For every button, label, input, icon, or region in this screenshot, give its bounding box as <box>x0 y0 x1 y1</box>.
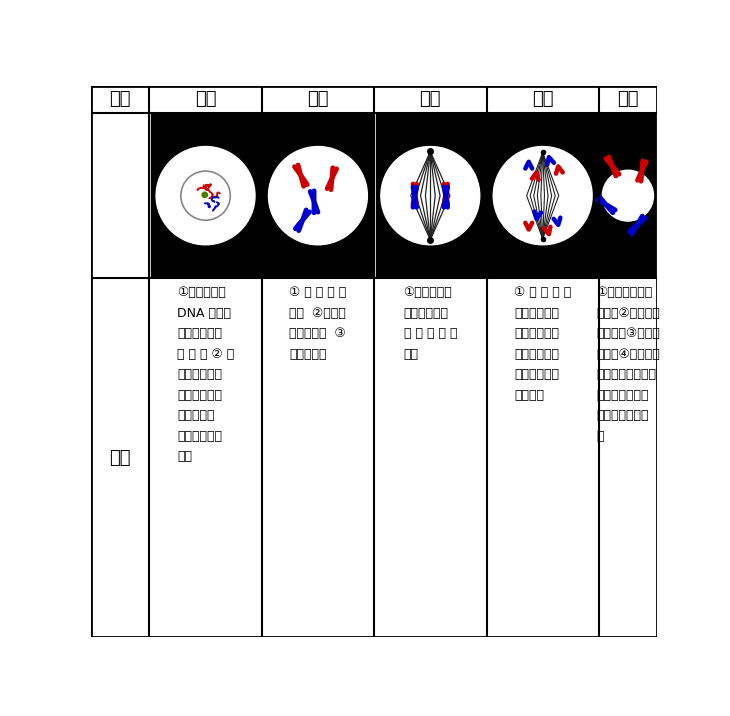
Bar <box>264 115 372 277</box>
Bar <box>151 115 260 277</box>
Circle shape <box>202 192 207 198</box>
Text: 中期: 中期 <box>420 90 441 108</box>
Text: 末期: 末期 <box>617 90 639 108</box>
Text: 前期: 前期 <box>307 90 328 108</box>
Text: ① 看 丝 点 分
裂，姐妹染色
单体分开，成
为两个子染色
体。并分别向
两极移动: ① 看 丝 点 分 裂，姐妹染色 单体分开，成 为两个子染色 体。并分别向 两极… <box>514 286 572 402</box>
Text: ① 出 现 染 色
体，  ②核膜、
核仁消失，  ③
出现纺锤体: ① 出 现 染 色 体， ②核膜、 核仁消失， ③ 出现纺锤体 <box>289 286 347 361</box>
Text: ①变化：完成
DNA 的复制
和有关蛋白质
的 合 成 ② 结
果：每个染色
体都形成两个
姐妹染色单
体，呈染色质
形态: ①变化：完成 DNA 的复制 和有关蛋白质 的 合 成 ② 结 果：每个染色 体… <box>177 286 234 463</box>
Text: ①染色体变成染
色质，②核膜、核
仁重现，③纺锤体
消失，④在赤道板
位置出现细胞板，
并扩展成分隔两
个子细胞的细胞
壁: ①染色体变成染 色质，②核膜、核 仁重现，③纺锤体 消失，④在赤道板 位置出现细… <box>596 286 660 442</box>
Circle shape <box>269 147 367 245</box>
Bar <box>488 115 597 277</box>
Text: 时期: 时期 <box>110 90 131 108</box>
Bar <box>600 115 656 277</box>
Text: 间期: 间期 <box>195 90 216 108</box>
Text: ①所有染色体
的着丝点都排
列 在 赤 道 板
上。: ①所有染色体 的着丝点都排 列 在 赤 道 板 上。 <box>404 286 457 361</box>
Circle shape <box>156 147 255 245</box>
Text: 后期: 后期 <box>532 90 553 108</box>
Text: 特点: 特点 <box>110 449 131 467</box>
Circle shape <box>602 170 653 221</box>
Bar <box>376 115 485 277</box>
Circle shape <box>381 147 480 245</box>
Circle shape <box>493 147 592 245</box>
